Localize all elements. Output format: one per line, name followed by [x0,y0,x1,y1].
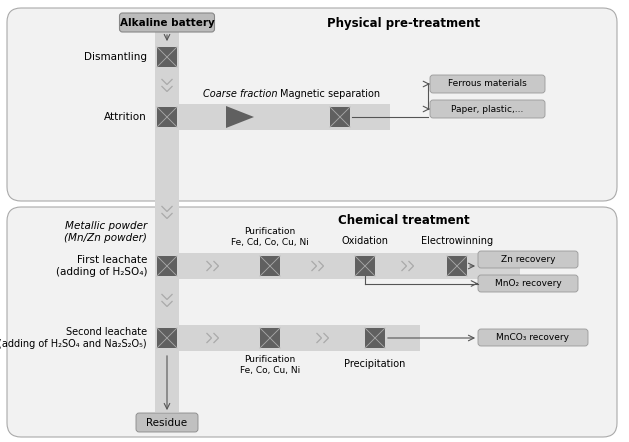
Bar [330,107,350,127]
Text: Purification
Fe, Cd, Co, Cu, Ni: Purification Fe, Cd, Co, Cu, Ni [231,227,309,247]
Text: First leachate
(adding of H₂SO₄): First leachate (adding of H₂SO₄) [55,255,147,277]
Bar [155,32,179,412]
Bar [447,256,467,276]
FancyBboxPatch shape [120,13,214,32]
Text: Physical pre-treatment: Physical pre-treatment [327,18,480,30]
Bar [157,107,177,127]
Text: Paper, plastic,...: Paper, plastic,... [452,104,524,114]
Bar [157,256,177,276]
Text: Purification
Fe, Co, Cu, Ni: Purification Fe, Co, Cu, Ni [240,355,300,375]
Text: Coarse fraction: Coarse fraction [203,89,277,99]
FancyBboxPatch shape [478,329,588,346]
FancyBboxPatch shape [430,100,545,118]
Bar [155,253,520,279]
Text: Oxidation: Oxidation [342,236,389,246]
Bar [365,328,385,348]
Bar [260,256,280,276]
Text: MnO₂ recovery: MnO₂ recovery [494,279,561,288]
FancyBboxPatch shape [136,413,198,432]
Text: Dismantling: Dismantling [84,52,147,62]
Bar [155,325,420,351]
Text: Zn recovery: Zn recovery [501,255,555,264]
Text: Metallic powder
(Mn/Zn powder): Metallic powder (Mn/Zn powder) [64,221,147,243]
Text: Precipitation: Precipitation [344,359,406,369]
Bar [260,328,280,348]
FancyBboxPatch shape [478,275,578,292]
Text: Ferrous materials: Ferrous materials [448,80,527,88]
FancyBboxPatch shape [7,207,617,437]
Bar [157,328,177,348]
Text: Residue: Residue [147,418,187,427]
Text: MnCO₃ recovery: MnCO₃ recovery [496,333,569,342]
FancyBboxPatch shape [430,75,545,93]
Text: Electrowinning: Electrowinning [421,236,493,246]
Polygon shape [226,106,254,128]
Bar [157,47,177,67]
Text: Second leachate
(adding of H₂SO₄ and Na₂S₂O₅): Second leachate (adding of H₂SO₄ and Na₂… [0,327,147,349]
Text: Chemical treatment: Chemical treatment [338,214,469,228]
FancyBboxPatch shape [7,8,617,201]
FancyBboxPatch shape [478,251,578,268]
Bar [155,104,390,130]
Text: Magnetic separation: Magnetic separation [280,89,380,99]
Text: Alkaline battery: Alkaline battery [120,18,214,27]
Text: Attrition: Attrition [104,112,147,122]
Bar [355,256,375,276]
